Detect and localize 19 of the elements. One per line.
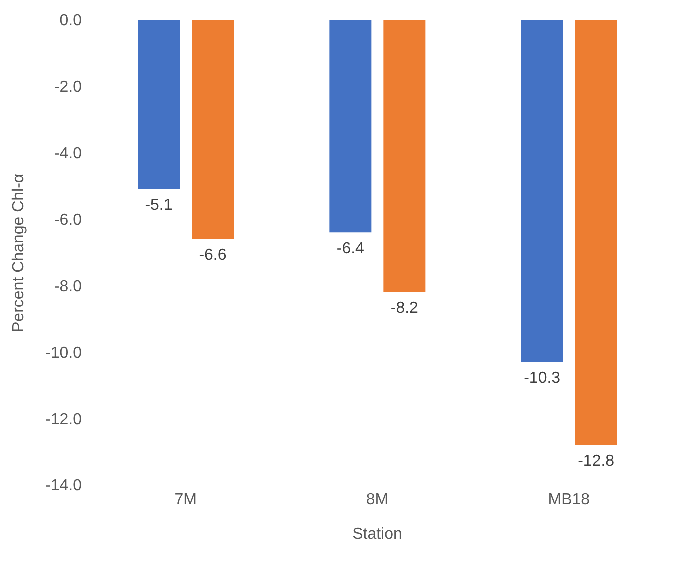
data-label: -6.4 bbox=[336, 240, 365, 258]
y-tick-label: -2.0 bbox=[54, 79, 82, 96]
data-label: -12.8 bbox=[578, 452, 615, 470]
x-axis-title: Station bbox=[352, 526, 402, 543]
data-label: -8.2 bbox=[390, 300, 419, 318]
data-label: -5.1 bbox=[145, 197, 173, 214]
data-label: -10.3 bbox=[524, 370, 561, 387]
y-tick-label: 0.0 bbox=[60, 12, 82, 30]
x-tick-label: MB18 bbox=[548, 491, 590, 508]
y-tick-label: -12.0 bbox=[46, 411, 82, 428]
x-tick-label: 8M bbox=[366, 491, 389, 508]
x-tick-label: 7M bbox=[174, 491, 197, 508]
y-tick-label: -10.0 bbox=[46, 344, 82, 362]
y-axis-title: Percent Change Chl-α bbox=[10, 174, 28, 332]
y-tick-label: -8.0 bbox=[54, 278, 82, 296]
y-tick-label: -4.0 bbox=[54, 146, 82, 163]
y-tick-label: -14.0 bbox=[46, 478, 82, 495]
data-label: -6.6 bbox=[199, 247, 227, 264]
y-tick-label: -6.0 bbox=[54, 212, 82, 229]
